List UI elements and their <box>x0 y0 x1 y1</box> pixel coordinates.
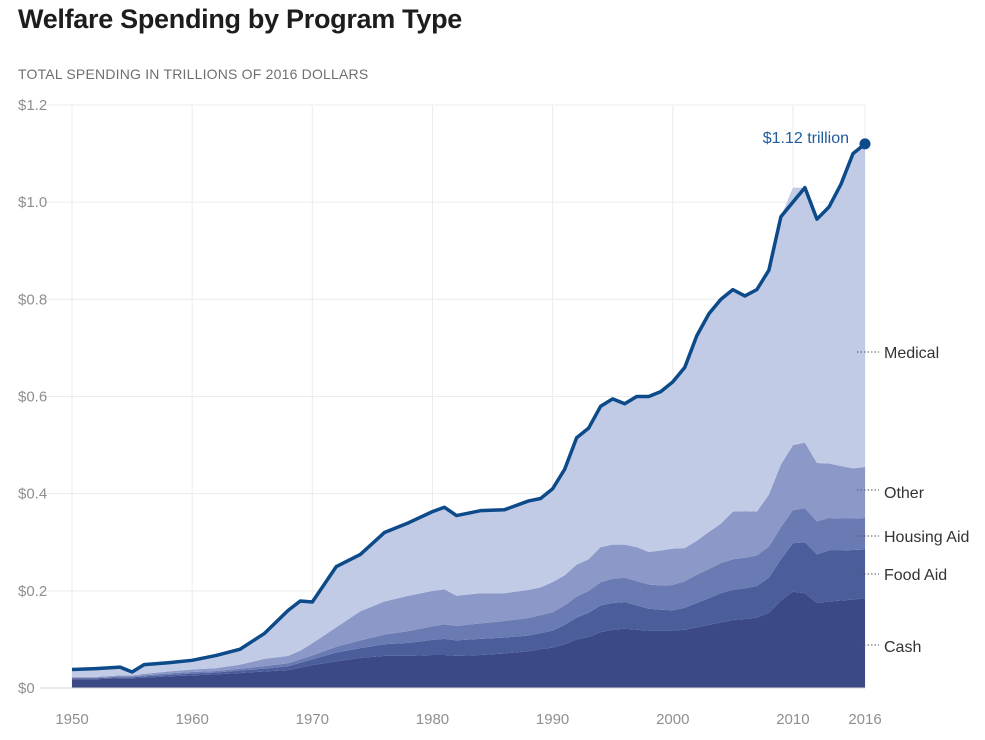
series-labels: Medical Other Housing Aid Food Aid Cash <box>857 345 969 656</box>
x-tick-label-6: 2010 <box>776 711 809 728</box>
area-food-aid <box>72 542 865 680</box>
y-tick-label-2: $0.8 <box>18 291 47 308</box>
area-housing-aid <box>72 508 865 679</box>
area-medical <box>72 143 865 677</box>
x-axis: 1950 1960 1970 1980 1990 2000 2010 2016 <box>55 711 881 728</box>
x-tick-label-2: 1970 <box>296 711 329 728</box>
chart-subtitle: TOTAL SPENDING IN TRILLIONS OF 2016 DOLL… <box>18 66 369 82</box>
label-cash: Cash <box>884 639 921 656</box>
label-medical: Medical <box>884 345 939 362</box>
y-axis: $1.2 $1.0 $0.8 $0.6 $0.4 $0.2 $0 <box>18 97 865 697</box>
area-cash <box>72 591 865 688</box>
y-tick-label-5: $0.2 <box>18 583 47 600</box>
y-tick-label-1: $1.0 <box>18 194 47 211</box>
total-line <box>71 142 867 674</box>
y-tick-label-6: $0 <box>18 680 35 697</box>
total-line-group: $1.12 trillion <box>71 130 871 674</box>
y-tick-label-4: $0.4 <box>18 486 47 503</box>
label-housing-aid: Housing Aid <box>884 529 969 546</box>
x-tick-label-5: 2000 <box>656 711 689 728</box>
x-tick-label-7: 2016 <box>848 711 881 728</box>
chart-title: Welfare Spending by Program Type <box>18 4 462 34</box>
label-food-aid: Food Aid <box>884 567 947 584</box>
stacked-areas <box>72 143 865 688</box>
y-tick-label-0: $1.2 <box>18 97 47 114</box>
x-tick-label-3: 1980 <box>416 711 449 728</box>
label-other: Other <box>884 485 925 502</box>
endpoint-marker <box>859 138 871 150</box>
x-tick-label-1: 1960 <box>175 711 208 728</box>
x-tick-label-4: 1990 <box>536 711 569 728</box>
y-tick-label-3: $0.6 <box>18 389 47 406</box>
x-tick-label-0: 1950 <box>55 711 88 728</box>
endpoint-label: $1.12 trillion <box>763 130 849 147</box>
area-other <box>72 442 865 678</box>
